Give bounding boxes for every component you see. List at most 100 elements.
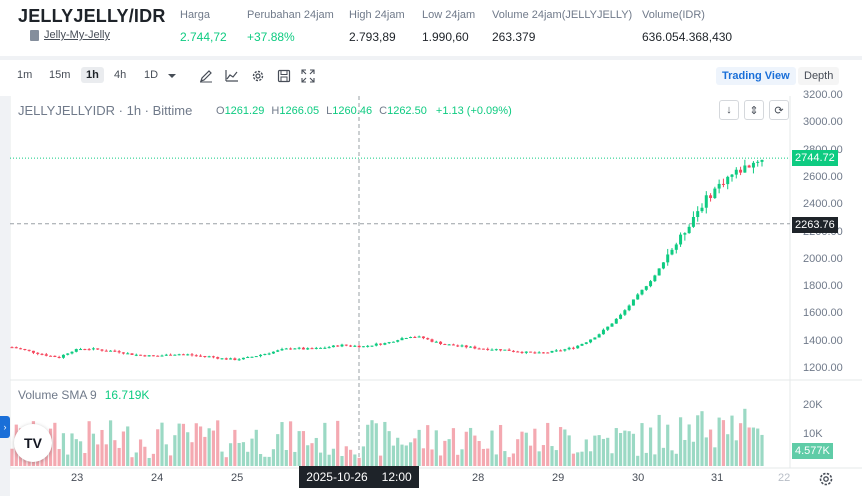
price-axis-tick: 3200.00 <box>803 89 843 101</box>
fullscreen-icon[interactable] <box>301 69 315 83</box>
candle-body <box>511 350 515 352</box>
chart-canvas[interactable] <box>0 96 862 496</box>
candle-body <box>104 350 108 352</box>
candle-body <box>396 340 400 342</box>
depth-tab[interactable]: Depth <box>798 67 840 85</box>
candle-body <box>366 345 370 347</box>
volume-bar <box>743 408 747 466</box>
volume-bar <box>117 447 121 466</box>
candle-body <box>151 355 155 357</box>
volume-sma-value: 16.719K <box>104 388 150 402</box>
chart-toolbar: 1m 15m 1h 4h 1D Trading View Depth <box>0 60 862 92</box>
candle-body <box>220 358 224 360</box>
volume-bar <box>391 445 396 466</box>
candle-body <box>490 349 494 351</box>
volume-bar <box>404 445 408 466</box>
volume-bar <box>670 450 674 466</box>
candle-body <box>91 348 95 350</box>
volume-bar <box>614 428 618 466</box>
candle-body <box>344 344 348 346</box>
candle-body <box>421 336 425 339</box>
candle-body <box>186 354 190 356</box>
candle-body <box>666 254 670 263</box>
candle-body <box>301 347 305 350</box>
candle-body <box>49 355 53 357</box>
stat-change: Perubahan 24jam +37.88% <box>247 9 334 44</box>
volume-bar <box>173 435 177 466</box>
volume-bar <box>623 430 627 466</box>
volume-bar <box>284 450 288 466</box>
volume-bar <box>756 428 760 466</box>
volume-bar <box>348 449 353 466</box>
trading-view-tab[interactable]: Trading View <box>716 67 796 85</box>
candle-body <box>696 211 700 217</box>
save-icon[interactable] <box>277 69 291 83</box>
timeframe-1h[interactable]: 1h <box>81 67 104 83</box>
candle-body <box>36 352 40 354</box>
candle-body <box>700 207 704 212</box>
volume-bar <box>747 427 751 466</box>
scroll-down-button[interactable]: ↓ <box>719 100 739 120</box>
volume-bar <box>477 440 481 466</box>
candle-body <box>434 341 438 343</box>
pair-title: JELLYJELLY/IDR <box>18 6 166 26</box>
volume-bar <box>224 457 228 466</box>
x-tick: 25 <box>231 472 244 484</box>
volume-bar <box>83 452 87 466</box>
candle-body <box>340 344 344 347</box>
volume-bar <box>91 433 96 466</box>
candle-body <box>726 176 730 185</box>
ohlc-high: 1266.05 <box>279 105 320 117</box>
timeframe-dropdown-icon[interactable] <box>166 71 178 81</box>
candle-body <box>246 357 250 359</box>
timeframe-1m[interactable]: 1m <box>17 69 33 81</box>
candle-body <box>14 347 18 349</box>
volume-bar <box>721 420 726 466</box>
settings-icon[interactable] <box>251 69 265 83</box>
volume-bar <box>190 442 194 466</box>
candle-body <box>486 348 490 350</box>
candle-body <box>53 355 57 357</box>
candle-body <box>533 352 537 354</box>
volume-bar <box>481 448 486 466</box>
volume-bar <box>237 442 241 466</box>
candle-body <box>576 345 580 349</box>
crosshair-time-tag: 2025-10-26 12:00 <box>299 466 419 488</box>
candle-body <box>121 352 125 354</box>
candle-body <box>730 174 734 177</box>
candle-body <box>357 345 361 348</box>
volume-bar <box>704 437 708 466</box>
timeframe-1d[interactable]: 1D <box>144 69 159 81</box>
chart-symbol-legend: JELLYJELLYIDR · 1h · Bittime <box>18 103 193 118</box>
candle-body <box>709 195 713 199</box>
candle-body <box>460 345 464 347</box>
volume-bar <box>151 453 156 466</box>
collapse-button[interactable]: ⇕ <box>744 100 764 120</box>
candle-body <box>413 336 417 338</box>
refresh-button[interactable]: ⟳ <box>769 100 789 120</box>
volume-bar <box>378 455 383 466</box>
volume-bar <box>331 448 336 466</box>
timeframe-4h[interactable]: 4h <box>114 69 127 81</box>
timeframe-15m[interactable]: 15m <box>49 69 71 81</box>
volume-bar <box>168 455 173 466</box>
tradingview-logo[interactable]: TV <box>14 424 52 462</box>
volume-bar <box>653 454 657 466</box>
candle-body <box>134 354 138 356</box>
candle-body <box>426 338 430 340</box>
candle-body <box>199 355 203 357</box>
x-tick: 30 <box>632 472 645 484</box>
candle-body <box>559 350 563 352</box>
volume-bar <box>254 429 258 466</box>
volume-bar <box>486 448 490 466</box>
token-link[interactable]: Jelly-My-Jelly <box>30 29 110 41</box>
indicator-icon[interactable] <box>225 69 239 83</box>
candle-body <box>211 356 215 358</box>
candle-body <box>417 336 421 338</box>
volume-bar <box>417 429 421 466</box>
volume-bar <box>327 454 331 466</box>
expand-sidebar-button[interactable]: › <box>0 416 10 438</box>
draw-icon[interactable] <box>199 69 213 83</box>
chart-settings-gear-icon[interactable] <box>817 470 835 488</box>
candle-body <box>739 169 743 173</box>
